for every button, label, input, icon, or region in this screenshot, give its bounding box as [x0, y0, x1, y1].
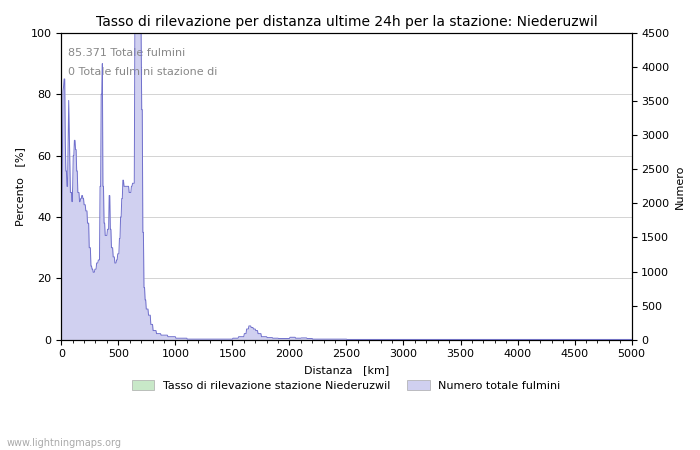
Text: www.lightningmaps.org: www.lightningmaps.org [7, 438, 122, 448]
Text: 0 Totale fulmini stazione di: 0 Totale fulmini stazione di [68, 67, 217, 76]
Y-axis label: Percento   [%]: Percento [%] [15, 147, 25, 226]
Y-axis label: Numero: Numero [675, 164, 685, 208]
X-axis label: Distanza   [km]: Distanza [km] [304, 365, 389, 375]
Title: Tasso di rilevazione per distanza ultime 24h per la stazione: Niederuzwil: Tasso di rilevazione per distanza ultime… [96, 15, 597, 29]
Text: 85.371 Totale fulmini: 85.371 Totale fulmini [68, 48, 185, 58]
Legend: Tasso di rilevazione stazione Niederuzwil, Numero totale fulmini: Tasso di rilevazione stazione Niederuzwi… [127, 376, 565, 396]
